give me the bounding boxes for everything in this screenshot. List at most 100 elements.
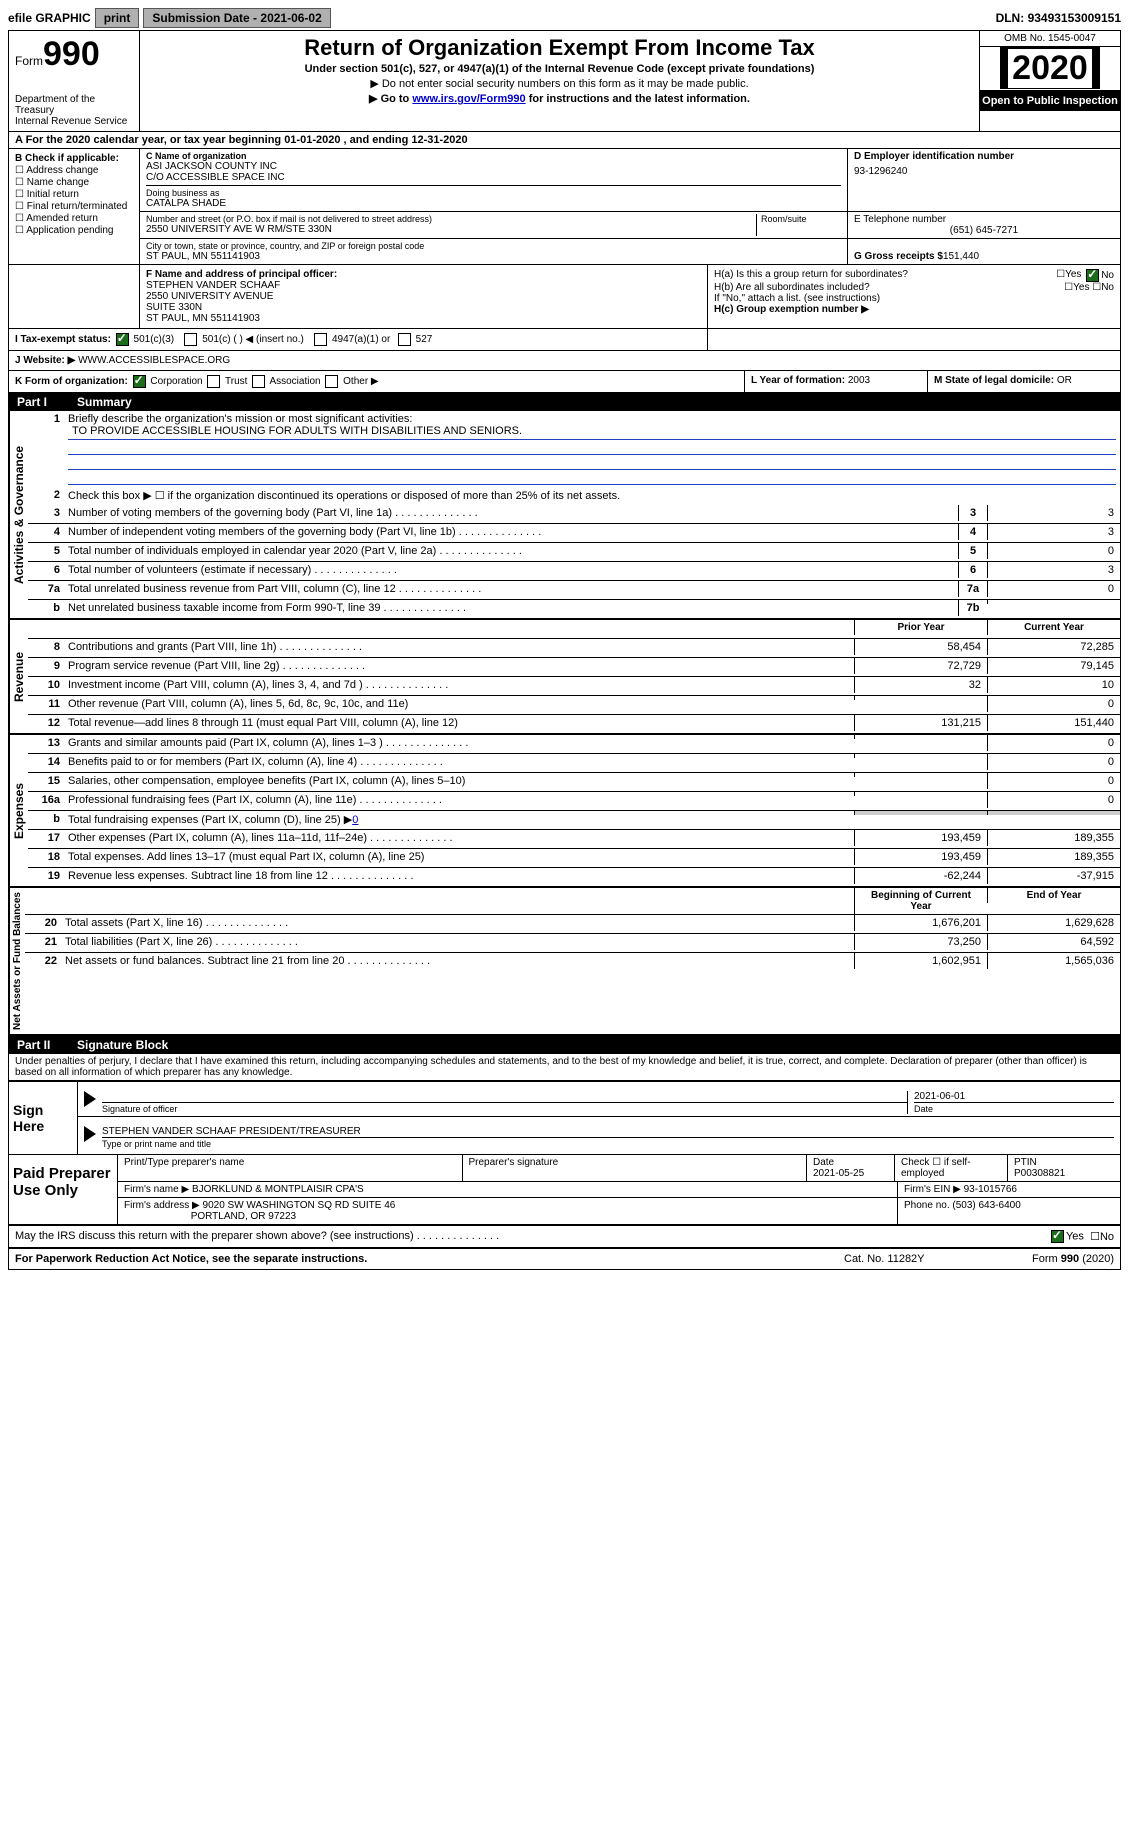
line-10: Investment income (Part VIII, column (A)… [64, 677, 854, 693]
line-21: Total liabilities (Part X, line 26) [61, 934, 854, 950]
line-2: Check this box ▶ ☐ if the organization d… [64, 487, 1120, 504]
line-14-curr: 0 [987, 754, 1120, 770]
chk-final-return[interactable]: ☐ Final return/terminated [15, 201, 133, 212]
ptin-label: PTIN [1014, 1157, 1037, 1168]
print-button[interactable]: print [95, 8, 140, 28]
chk-corporation[interactable] [133, 375, 146, 388]
line-5: Total number of individuals employed in … [64, 543, 958, 559]
line-7a-val: 0 [987, 581, 1120, 597]
line-2-num: 2 [28, 487, 64, 503]
header-right: OMB No. 1545-0047 2020 Open to Public In… [979, 31, 1120, 131]
chk-trust[interactable] [207, 375, 220, 388]
firm-name: BJORKLUND & MONTPLAISIR CPA'S [192, 1184, 364, 1195]
city-value: ST PAUL, MN 551141903 [146, 251, 841, 262]
prior-year-hdr: Prior Year [854, 620, 987, 635]
box-f: F Name and address of principal officer:… [140, 265, 708, 328]
goto-note: ▶ Go to www.irs.gov/Form990 for instruct… [146, 92, 973, 105]
chk-name-change[interactable]: ☐ Name change [15, 177, 133, 188]
sign-here-block: Sign Here Signature of officer 2021-06-0… [9, 1080, 1120, 1154]
line-4: Number of independent voting members of … [64, 524, 958, 540]
side-label-governance: Activities & Governance [9, 411, 28, 618]
submission-date-value: 2021-06-02 [260, 11, 321, 25]
prep-self-employed: Check ☐ if self-employed [895, 1155, 1008, 1181]
chk-501c3[interactable] [116, 333, 129, 346]
addr-cell: Number and street (or P.O. box if mail i… [140, 212, 848, 238]
line-16a: Professional fundraising fees (Part IX, … [64, 792, 854, 808]
discuss-yes[interactable]: Yes [1049, 1230, 1084, 1243]
line-15-curr: 0 [987, 773, 1120, 789]
line-3-val: 3 [987, 505, 1120, 521]
chk-amended-return[interactable]: ☐ Amended return [15, 213, 133, 224]
h-b-yes[interactable]: ☐Yes [1064, 282, 1089, 293]
officer-addr2: SUITE 330N [146, 302, 701, 313]
line-21-boy: 73,250 [854, 934, 987, 950]
line-16a-prior [854, 792, 987, 796]
net-assets-block: Net Assets or Fund Balances Beginning of… [9, 888, 1120, 1036]
officer-name: STEPHEN VANDER SCHAAF [146, 280, 701, 291]
h-a-no[interactable]: No [1084, 269, 1114, 282]
arrow-icon [84, 1126, 96, 1142]
line-17-num: 17 [28, 830, 64, 846]
line-20-num: 20 [25, 915, 61, 931]
line-5-val: 0 [987, 543, 1120, 559]
footer-left: For Paperwork Reduction Act Notice, see … [15, 1253, 844, 1265]
discuss-row: May the IRS discuss this return with the… [9, 1226, 1120, 1249]
city-cell: City or town, state or province, country… [140, 239, 848, 264]
box-g: G Gross receipts $ 151,440 [848, 239, 1120, 264]
h-a-yes[interactable]: ☐Yes [1056, 269, 1081, 282]
line-6-box: 6 [958, 562, 987, 578]
chk-527[interactable] [398, 333, 411, 346]
line-11-num: 11 [28, 696, 64, 712]
line-7b: Net unrelated business taxable income fr… [64, 600, 958, 616]
chk-application-pending[interactable]: ☐ Application pending [15, 225, 133, 236]
efile-label: efile GRAPHIC [8, 11, 91, 25]
chk-4947[interactable] [314, 333, 327, 346]
box-c-wrapper: C Name of organization ASI JACKSON COUNT… [140, 149, 1120, 264]
line-18-prior: 193,459 [854, 849, 987, 865]
officer-addr3: ST PAUL, MN 551141903 [146, 313, 701, 324]
line-7a: Total unrelated business revenue from Pa… [64, 581, 958, 597]
row-a-tax-year: A For the 2020 calendar year, or tax yea… [9, 132, 1120, 149]
fundraising-link[interactable]: 0 [352, 814, 358, 826]
officer-print-label: Type or print name and title [102, 1137, 1114, 1149]
box-h: H(a) Is this a group return for subordin… [708, 265, 1120, 328]
h-a-label: H(a) Is this a group return for subordin… [714, 269, 1056, 282]
website-label: J Website: ▶ [15, 355, 75, 366]
phone-label: E Telephone number [854, 214, 1114, 225]
line-10-num: 10 [28, 677, 64, 693]
chk-address-change[interactable]: ☐ Address change [15, 165, 133, 176]
org-co: C/O ACCESSIBLE SPACE INC [146, 172, 841, 183]
row-i-label: I Tax-exempt status: [15, 334, 111, 345]
ein-value: 93-1296240 [854, 166, 1114, 177]
addr-value: 2550 UNIVERSITY AVE W RM/STE 330N [146, 224, 756, 235]
chk-other[interactable] [325, 375, 338, 388]
line-5-box: 5 [958, 543, 987, 559]
box-b: B Check if applicable: ☐ Address change … [9, 149, 140, 264]
boy-hdr: Beginning of Current Year [854, 888, 987, 914]
irs-link[interactable]: www.irs.gov/Form990 [412, 93, 525, 105]
dba-label: Doing business as [146, 188, 841, 198]
firm-addr1: 9020 SW WASHINGTON SQ RD SUITE 46 [203, 1200, 396, 1211]
chk-initial-return[interactable]: ☐ Initial return [15, 189, 133, 200]
h-b-no[interactable]: ☐No [1092, 282, 1114, 293]
signature-label: Signature of officer [102, 1102, 907, 1114]
discuss-no[interactable]: ☐No [1090, 1230, 1114, 1243]
row-i: I Tax-exempt status: 501(c)(3) 501(c) ( … [9, 329, 1120, 351]
line-4-num: 4 [28, 524, 64, 540]
goto-pre: ▶ Go to [369, 93, 412, 105]
expenses-block: Expenses 13Grants and similar amounts pa… [9, 735, 1120, 888]
chk-association[interactable] [252, 375, 265, 388]
fh-spacer [9, 265, 140, 328]
line-10-prior: 32 [854, 677, 987, 693]
row-i-right-spacer [708, 329, 1120, 350]
website-cell: J Website: ▶ WWW.ACCESSIBLESPACE.ORG [9, 351, 1120, 370]
chk-501c[interactable] [184, 333, 197, 346]
omb-number: OMB No. 1545-0047 [980, 31, 1120, 47]
line-1-num: 1 [28, 411, 64, 427]
line-8-curr: 72,285 [987, 639, 1120, 655]
line-21-eoy: 64,592 [987, 934, 1120, 950]
line-6: Total number of volunteers (estimate if … [64, 562, 958, 578]
line-11: Other revenue (Part VIII, column (A), li… [64, 696, 854, 712]
submission-date-label: Submission Date - [152, 11, 260, 25]
addr-label: Number and street (or P.O. box if mail i… [146, 214, 756, 224]
